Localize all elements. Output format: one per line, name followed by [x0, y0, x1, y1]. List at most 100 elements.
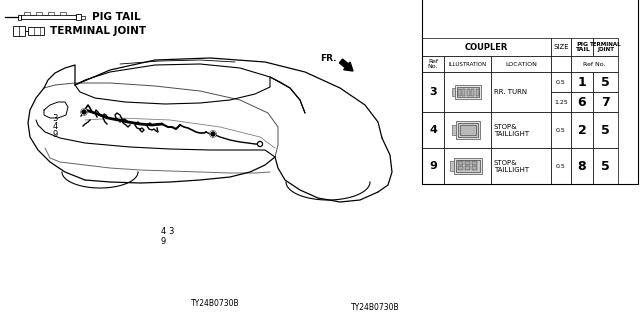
Text: 9: 9: [429, 161, 437, 171]
Text: 2: 2: [578, 124, 586, 137]
Text: 4: 4: [429, 125, 437, 135]
Circle shape: [210, 131, 216, 137]
Text: 9: 9: [52, 130, 58, 139]
Text: PIG
TAIL: PIG TAIL: [575, 42, 589, 52]
Bar: [81, 15, 85, 19]
Bar: [456, 121, 479, 139]
Bar: [458, 161, 463, 165]
Text: 1: 1: [578, 76, 586, 89]
Bar: [491, 56, 551, 72]
Bar: [551, 38, 571, 56]
Text: 3: 3: [429, 87, 437, 97]
Bar: [571, 148, 593, 184]
Text: 4: 4: [52, 122, 58, 131]
Bar: [454, 158, 481, 174]
Text: 9: 9: [161, 236, 166, 245]
Bar: [571, 92, 593, 112]
Text: 0.5: 0.5: [556, 79, 566, 84]
Bar: [491, 112, 551, 148]
Text: 0.5: 0.5: [556, 127, 566, 132]
Bar: [60, 12, 66, 15]
Bar: [465, 161, 470, 165]
Bar: [491, 148, 551, 184]
Bar: [24, 12, 30, 15]
Bar: [467, 89, 470, 95]
Bar: [551, 148, 571, 184]
Bar: [422, 112, 444, 148]
Bar: [593, 112, 618, 148]
Bar: [571, 56, 618, 72]
Text: 7: 7: [601, 95, 610, 108]
Text: LOCATION: LOCATION: [505, 61, 537, 67]
Bar: [76, 14, 81, 20]
Bar: [476, 89, 479, 95]
Bar: [465, 166, 470, 170]
Bar: [458, 123, 477, 137]
Circle shape: [83, 110, 86, 114]
Bar: [422, 38, 551, 56]
Text: Ref No.: Ref No.: [583, 61, 605, 67]
Bar: [593, 38, 618, 56]
Bar: [571, 112, 593, 148]
Bar: [451, 88, 454, 96]
Text: PIG TAIL: PIG TAIL: [92, 12, 141, 22]
Text: ILLUSTRATION: ILLUSTRATION: [449, 61, 486, 67]
Bar: [456, 87, 479, 97]
Text: 8: 8: [578, 159, 586, 172]
Bar: [422, 0, 638, 184]
Bar: [458, 166, 463, 170]
Text: STOP&
TAILLIGHT: STOP& TAILLIGHT: [494, 124, 529, 137]
Circle shape: [257, 141, 262, 147]
Text: STOP&
TAILLIGHT: STOP& TAILLIGHT: [494, 159, 529, 172]
Bar: [18, 14, 21, 20]
Bar: [593, 72, 618, 92]
Text: FR.: FR.: [321, 53, 337, 62]
Bar: [456, 160, 479, 172]
Bar: [551, 56, 571, 72]
Text: 6: 6: [578, 95, 586, 108]
FancyArrow shape: [339, 59, 353, 71]
Bar: [422, 72, 444, 112]
Bar: [21, 15, 76, 19]
Text: 5: 5: [601, 124, 610, 137]
Text: TY24B0730B: TY24B0730B: [191, 299, 239, 308]
Bar: [422, 148, 444, 184]
Bar: [551, 72, 571, 92]
Bar: [551, 112, 571, 148]
Bar: [458, 89, 461, 95]
Circle shape: [81, 109, 87, 115]
Bar: [491, 72, 551, 112]
Bar: [551, 92, 571, 112]
Bar: [451, 125, 456, 135]
Bar: [422, 56, 444, 72]
Text: Ref
No.: Ref No.: [428, 59, 438, 69]
Circle shape: [211, 132, 214, 135]
Text: TERMINAL
JOINT: TERMINAL JOINT: [589, 42, 621, 52]
Bar: [449, 161, 454, 171]
Text: 4: 4: [161, 228, 166, 236]
Bar: [454, 85, 481, 99]
Text: 3: 3: [52, 114, 58, 123]
Bar: [460, 125, 476, 135]
Bar: [444, 56, 491, 72]
Bar: [472, 166, 477, 170]
Text: 0.5: 0.5: [556, 164, 566, 169]
Circle shape: [259, 143, 261, 145]
Bar: [471, 89, 474, 95]
Text: 5: 5: [601, 159, 610, 172]
Bar: [472, 161, 477, 165]
Bar: [28, 27, 44, 35]
Text: COUPLER: COUPLER: [465, 43, 508, 52]
Bar: [36, 12, 42, 15]
Text: 1.25: 1.25: [554, 100, 568, 105]
Text: 3: 3: [168, 228, 173, 236]
Bar: [571, 38, 593, 56]
Bar: [571, 72, 593, 92]
Text: 5: 5: [601, 76, 610, 89]
Bar: [444, 148, 491, 184]
Text: TY24B0730B: TY24B0730B: [351, 303, 399, 312]
Bar: [593, 92, 618, 112]
Bar: [13, 26, 25, 36]
Bar: [593, 148, 618, 184]
Bar: [462, 89, 465, 95]
